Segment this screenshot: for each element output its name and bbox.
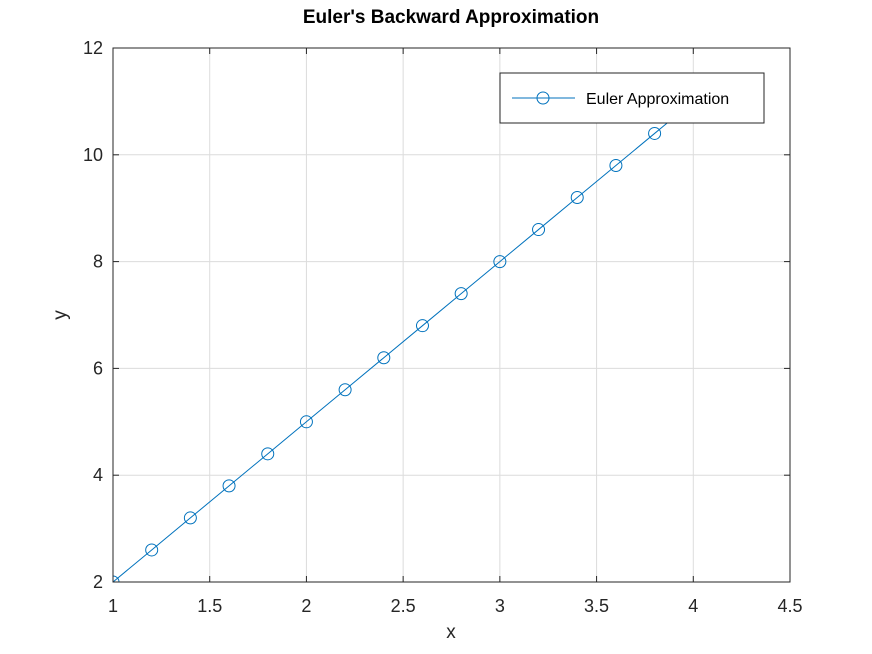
legend-marker-sample [536, 91, 550, 105]
ticks: 1 1.5 2 2.5 3 3.5 4 4.5 2 4 6 8 10 12 [83, 38, 803, 616]
x-tick-label: 3 [495, 596, 505, 616]
data-point [299, 415, 313, 429]
data-point [415, 319, 429, 333]
x-tick-label: 2 [301, 596, 311, 616]
data-point [183, 511, 197, 525]
plot-frame [112, 47, 791, 583]
data-point [648, 126, 662, 140]
x-tick-label: 4.5 [777, 596, 802, 616]
y-tick-label: 10 [83, 145, 103, 165]
data-point [609, 158, 623, 172]
data-point [261, 447, 275, 461]
series-layer [113, 94, 700, 582]
series-line [113, 101, 694, 582]
data-point [493, 255, 507, 269]
y-tick-label: 2 [93, 572, 103, 592]
x-axis-label: x [446, 622, 456, 643]
x-tick-label: 3.5 [584, 596, 609, 616]
data-point [454, 287, 468, 301]
data-point [338, 383, 352, 397]
x-tick-label: 1 [108, 596, 118, 616]
chart-title: Euler's Backward Approximation [303, 7, 599, 28]
x-tick-label: 1.5 [197, 596, 222, 616]
plot-background [113, 48, 790, 582]
data-point [377, 351, 391, 365]
legend: Euler Approximation [499, 72, 765, 124]
data-point [145, 543, 159, 557]
y-axis-label: y [50, 310, 71, 320]
data-point [570, 191, 584, 205]
y-tick-label: 6 [93, 358, 103, 378]
y-tick-label: 12 [83, 38, 103, 58]
data-point [222, 479, 236, 493]
legend-label: Euler Approximation [586, 91, 729, 108]
x-tick-label: 2.5 [391, 596, 416, 616]
data-point [532, 223, 546, 237]
y-tick-label: 8 [93, 252, 103, 272]
y-tick-label: 4 [93, 465, 103, 485]
x-tick-label: 4 [688, 596, 698, 616]
